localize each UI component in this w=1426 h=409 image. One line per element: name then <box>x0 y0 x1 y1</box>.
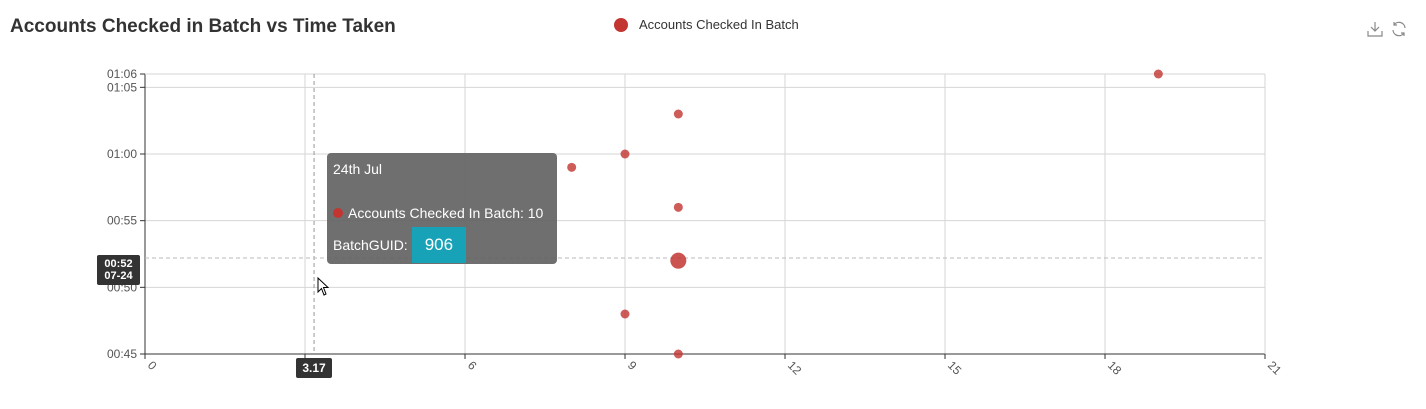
x-tick-label: 21 <box>1265 358 1285 378</box>
toolbox <box>1366 20 1408 38</box>
data-point <box>620 309 630 319</box>
data-point <box>1153 69 1163 79</box>
y-crosshair-date: 07-24 <box>104 270 133 282</box>
mouse-pointer-icon <box>317 276 331 302</box>
download-icon[interactable] <box>1366 20 1384 38</box>
data-point <box>673 109 683 119</box>
y-tick-label: 01:05 <box>107 80 137 94</box>
y-tick-label: 00:55 <box>107 214 137 228</box>
tooltip-series-label: Accounts Checked In Batch: 10 <box>348 205 544 221</box>
data-points <box>567 69 1163 359</box>
tooltip-series-row: Accounts Checked In Batch: 10 <box>333 205 551 221</box>
legend-label: Accounts Checked In Batch <box>639 17 799 32</box>
y-tick-label: 01:06 <box>107 67 137 81</box>
x-tick-label: 18 <box>1105 358 1125 378</box>
data-point <box>620 149 630 159</box>
y-crosshair-badge: 00:52 07-24 <box>97 255 140 285</box>
x-tick-label: 9 <box>625 358 640 373</box>
data-point <box>567 162 577 172</box>
data-point <box>673 202 683 212</box>
axes: 03691215182100:4500:5000:5501:0001:0501:… <box>107 67 1284 378</box>
tooltip: 24th Jul Accounts Checked In Batch: 10 B… <box>327 153 557 264</box>
tooltip-dot-icon <box>333 208 343 218</box>
x-tick-label: 6 <box>465 358 480 373</box>
y-tick-label: 00:45 <box>107 347 137 361</box>
x-tick-label: 0 <box>145 358 160 373</box>
tooltip-guid-row: BatchGUID: 906 <box>333 227 551 263</box>
crosshair <box>145 74 1265 354</box>
legend-item[interactable]: Accounts Checked In Batch <box>614 17 799 32</box>
legend-dot-icon <box>614 17 628 32</box>
tooltip-date: 24th Jul <box>333 161 383 177</box>
refresh-icon[interactable] <box>1390 20 1408 38</box>
x-crosshair-badge: 3.17 <box>296 358 332 378</box>
data-point <box>673 349 683 359</box>
data-point <box>670 252 687 269</box>
grid-lines <box>144 73 1266 355</box>
y-tick-label: 01:00 <box>107 147 137 161</box>
tooltip-guid-value[interactable]: 906 <box>411 227 467 263</box>
x-tick-label: 15 <box>945 358 965 378</box>
y-crosshair-time: 00:52 <box>104 258 133 270</box>
chart-title: Accounts Checked in Batch vs Time Taken <box>10 16 396 37</box>
x-tick-label: 12 <box>785 358 805 378</box>
tooltip-guid-label: BatchGUID: <box>333 237 408 253</box>
